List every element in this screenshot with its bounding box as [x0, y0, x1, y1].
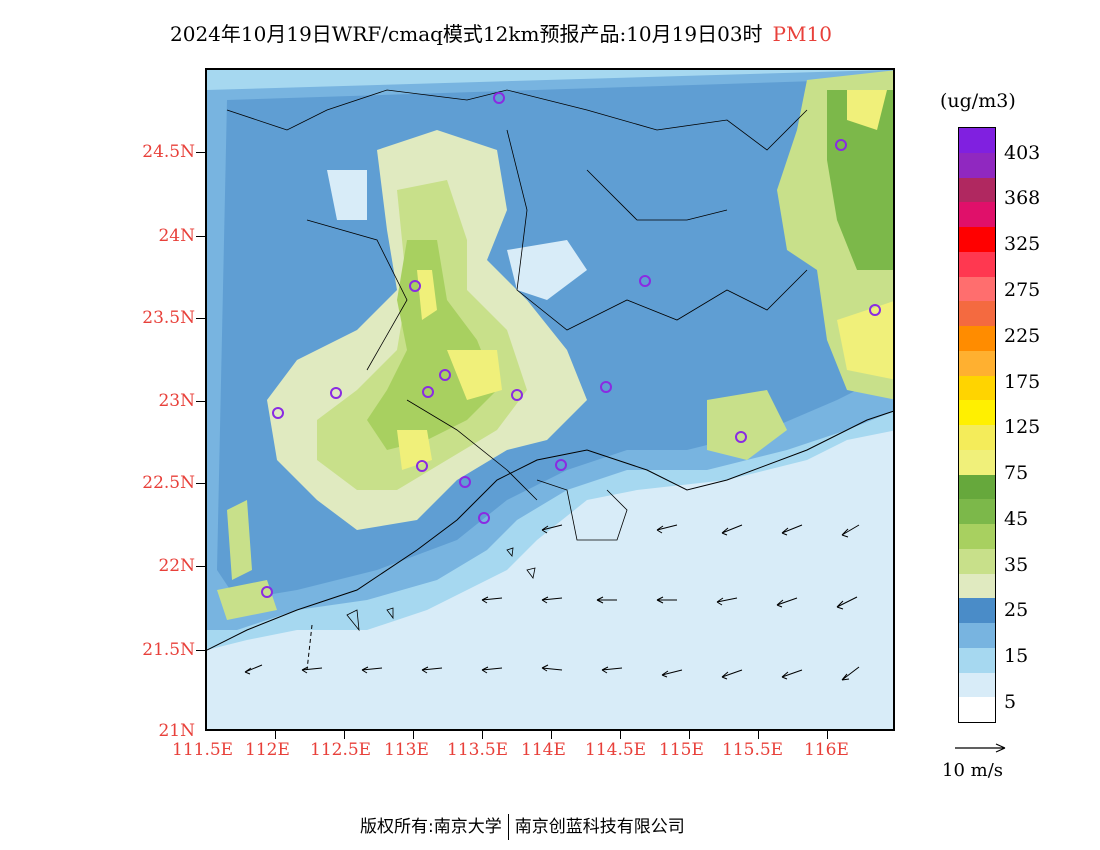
colorbar-swatch	[959, 424, 995, 450]
admin-boundaries	[226, 89, 808, 501]
colorbar-label: 15	[1004, 645, 1029, 667]
colorbar-swatch	[959, 622, 995, 648]
colorbar-swatch	[959, 300, 995, 326]
title-product: PM10	[772, 22, 832, 46]
colorbar-swatch	[959, 474, 995, 500]
colorbar-swatch	[959, 597, 995, 623]
lon-label: 114.5E	[585, 740, 647, 760]
zone-75	[397, 270, 502, 470]
lon-label: 112.5E	[310, 740, 372, 760]
colorbar-swatch	[959, 672, 995, 698]
lon-label: 112E	[245, 740, 290, 760]
colorbar-swatch	[959, 251, 995, 277]
lon-label: 115.5E	[722, 740, 784, 760]
lon-label: 113.5E	[447, 740, 509, 760]
lat-label: 21N	[158, 721, 195, 741]
colorbar-label: 35	[1004, 554, 1029, 576]
lat-tick	[196, 236, 205, 237]
lat-tick	[196, 152, 205, 153]
colorbar-swatch	[959, 350, 995, 376]
colorbar-swatch	[959, 399, 995, 425]
lat-label: 21.5N	[142, 640, 195, 660]
islands	[346, 547, 536, 632]
pollution-map	[207, 70, 893, 729]
lon-label: 114E	[521, 740, 566, 760]
lon-tick	[620, 731, 621, 739]
coast-zone-35	[707, 390, 787, 460]
ne-zone-45	[827, 90, 893, 270]
colorbar-swatch	[959, 696, 995, 722]
wind-vectors	[244, 524, 860, 681]
lon-tick	[275, 731, 276, 739]
colorbar-swatch	[959, 325, 995, 351]
lon-label: 116E	[804, 740, 849, 760]
lat-tick	[196, 401, 205, 402]
colorbar-label: 368	[1004, 187, 1041, 209]
colorbar-swatch	[959, 573, 995, 599]
lon-tick	[689, 731, 690, 739]
colorbar-swatch	[959, 177, 995, 203]
lon-tick	[482, 731, 483, 739]
colorbar-swatch	[959, 152, 995, 178]
lat-label: 23N	[158, 391, 195, 411]
reference-wind-arrow	[955, 743, 1006, 753]
chart-title: 2024年10月19日WRF/cmaq模式12km预报产品:10月19日03时 P…	[170, 18, 832, 47]
lat-tick	[196, 566, 205, 567]
lon-tick	[344, 731, 345, 739]
colorbar-unit: (ug/m3)	[940, 90, 1016, 112]
colorbar-label: 275	[1004, 279, 1041, 301]
lon-label: 111.5E	[172, 740, 234, 760]
colorbar-label: 5	[1004, 691, 1017, 713]
colorbar-swatch	[959, 449, 995, 475]
colorbar	[958, 127, 996, 723]
lon-tick	[551, 731, 552, 739]
colorbar-label: 25	[1004, 599, 1029, 621]
colorbar-swatch	[959, 127, 995, 153]
lat-label: 24N	[158, 226, 195, 246]
lon-tick	[827, 731, 828, 739]
colorbar-swatch	[959, 548, 995, 574]
copyright-left: 版权所有:南京大学	[360, 817, 502, 837]
lon-label: 115E	[659, 740, 704, 760]
colorbar-label: 225	[1004, 325, 1041, 347]
colorbar-swatch	[959, 523, 995, 549]
colorbar-label: 125	[1004, 416, 1041, 438]
footer-divider	[507, 814, 509, 840]
lat-tick	[196, 318, 205, 319]
lat-label: 22.5N	[142, 473, 195, 493]
lon-tick	[758, 731, 759, 739]
lat-label: 22N	[158, 556, 195, 576]
lat-label: 23.5N	[142, 308, 195, 328]
colorbar-swatch	[959, 226, 995, 252]
dashed-boundary	[306, 624, 313, 671]
estuary-outline	[536, 479, 628, 541]
title-text: 2024年10月19日WRF/cmaq模式12km预报产品:10月19日03时	[170, 22, 763, 46]
copyright-footer: 版权所有:南京大学 南京创蓝科技有限公司	[360, 812, 685, 840]
colorbar-swatch	[959, 201, 995, 227]
lat-label: 24.5N	[142, 142, 195, 162]
light-patches	[327, 170, 587, 300]
colorbar-label: 175	[1004, 371, 1041, 393]
colorbar-label: 45	[1004, 508, 1029, 530]
colorbar-swatch	[959, 375, 995, 401]
city-markers	[261, 92, 881, 598]
coastline	[207, 410, 893, 651]
lon-label: 113E	[384, 740, 429, 760]
colorbar-swatch	[959, 647, 995, 673]
colorbar-label: 403	[1004, 142, 1041, 164]
lon-tick	[413, 731, 414, 739]
map-panel	[205, 68, 895, 731]
lat-tick	[196, 650, 205, 651]
copyright-right: 南京创蓝科技有限公司	[514, 817, 685, 837]
colorbar-swatch	[959, 276, 995, 302]
colorbar-swatch	[959, 498, 995, 524]
colorbar-label: 75	[1004, 462, 1029, 484]
zone-45	[367, 240, 497, 450]
lat-tick	[196, 483, 205, 484]
colorbar-label: 325	[1004, 233, 1041, 255]
wind-reference-label: 10 m/s	[942, 760, 1003, 781]
